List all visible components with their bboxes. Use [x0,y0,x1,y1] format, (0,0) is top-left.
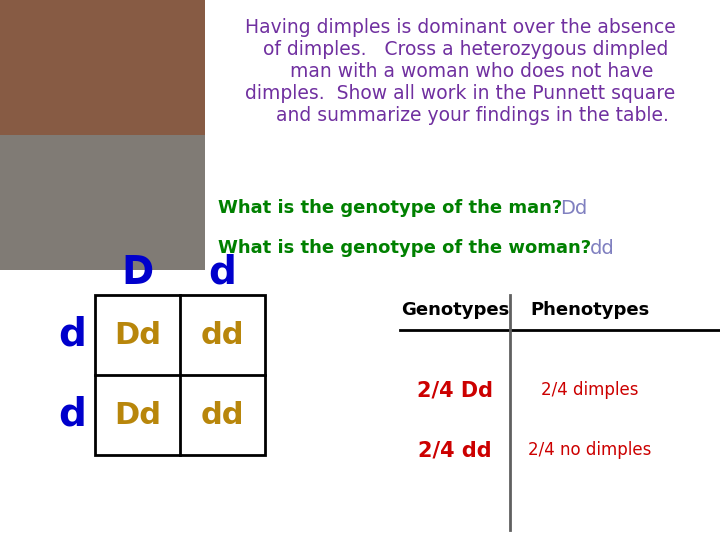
Text: d: d [58,316,86,354]
Text: Dd: Dd [560,199,588,218]
Text: of dimples.   Cross a heterozygous dimpled: of dimples. Cross a heterozygous dimpled [251,40,669,59]
Text: dimples.  Show all work in the Punnett square: dimples. Show all work in the Punnett sq… [245,84,675,103]
Text: Dd: Dd [114,401,161,429]
Text: Dd: Dd [114,321,161,349]
Text: Phenotypes: Phenotypes [531,301,649,319]
Bar [0,0,205,135]
Text: 2/4 dd: 2/4 dd [418,440,492,460]
Bar [95,295,265,455]
Bar [0,0,205,270]
Text: 2/4 dimples: 2/4 dimples [541,381,639,399]
Text: and summarize your findings in the table.: and summarize your findings in the table… [251,106,668,125]
Text: dd: dd [201,401,244,429]
Text: D: D [122,254,153,292]
Text: Genotypes: Genotypes [401,301,509,319]
Text: dd: dd [201,321,244,349]
Text: d: d [209,254,236,292]
Text: What is the genotype of the man?: What is the genotype of the man? [218,199,562,217]
Text: d: d [58,396,86,434]
Text: dd: dd [590,239,615,258]
Text: What is the genotype of the woman?: What is the genotype of the woman? [218,239,591,257]
Bar [0,135,205,270]
Text: man with a woman who does not have: man with a woman who does not have [266,62,654,81]
Text: Having dimples is dominant over the absence: Having dimples is dominant over the abse… [245,18,675,37]
Text: 2/4 no dimples: 2/4 no dimples [528,441,652,459]
Text: 2/4 Dd: 2/4 Dd [417,380,493,400]
